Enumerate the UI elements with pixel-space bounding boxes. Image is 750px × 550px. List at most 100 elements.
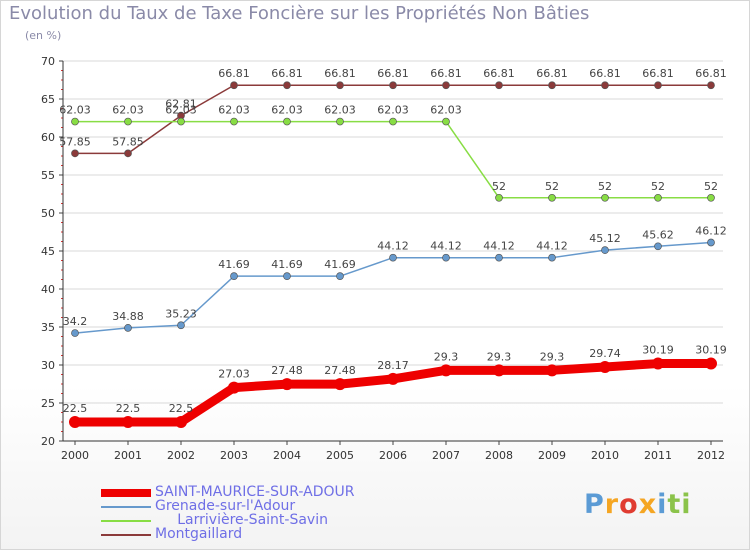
data-point (389, 81, 397, 90)
x-tick-label: 2000 (61, 449, 89, 462)
data-label: 62.03 (430, 104, 462, 117)
data-point (336, 272, 344, 281)
legend-swatch (101, 534, 151, 536)
data-point (124, 117, 132, 126)
data-label: 29.3 (487, 350, 512, 363)
data-label: 57.85 (112, 135, 144, 148)
legend-swatch (101, 506, 151, 508)
data-label: 44.12 (377, 240, 409, 253)
data-point (71, 117, 79, 126)
y-tick-label: 25 (41, 397, 55, 410)
x-tick-label: 2007 (432, 449, 460, 462)
chart-axes: 20 25 30 35 40 45 50 55 60 65 70 2000 2001 2002 2003 20… (41, 55, 725, 462)
data-label: 62.03 (112, 104, 144, 117)
data-point (283, 117, 291, 126)
data-label: 45.62 (642, 228, 674, 241)
data-point (442, 81, 450, 90)
data-point (230, 272, 238, 281)
data-point (281, 378, 293, 391)
y-tick-label: 70 (41, 55, 55, 68)
data-point (175, 416, 187, 428)
data-label: 41.69 (324, 258, 356, 271)
legend: SAINT-MAURICE-SUR-ADOUR Grenade-sur-l'Ado… (101, 484, 501, 542)
legend-swatch (101, 489, 151, 497)
data-label: 29.74 (589, 347, 621, 360)
data-point (707, 238, 715, 247)
data-label: 29.3 (540, 350, 565, 363)
data-label: 52 (651, 180, 665, 193)
data-label: 66.81 (324, 67, 356, 80)
data-label: 46.12 (695, 224, 727, 237)
data-point (283, 272, 291, 281)
x-tick-label: 2001 (114, 449, 142, 462)
data-label: 62.03 (377, 104, 409, 117)
data-point (493, 364, 505, 377)
data-label: 62.03 (218, 104, 250, 117)
data-label: 66.81 (695, 67, 727, 80)
data-point (336, 81, 344, 90)
data-point (228, 381, 240, 394)
y-tick-label: 40 (41, 283, 55, 296)
data-label: 44.12 (536, 240, 568, 253)
data-label: 66.81 (218, 67, 250, 80)
legend-label: Grenade-sur-l'Adour (155, 498, 296, 514)
data-label: 45.12 (589, 232, 621, 245)
data-label: 62.81 (165, 98, 197, 111)
data-point (495, 193, 503, 202)
data-point (389, 117, 397, 126)
data-point (654, 81, 662, 90)
data-label: 52 (598, 180, 612, 193)
data-point (548, 253, 556, 262)
data-point (652, 357, 664, 370)
data-label: 57.85 (59, 135, 91, 148)
data-label: 44.12 (430, 240, 462, 253)
data-label: 41.69 (271, 258, 303, 271)
data-point (283, 81, 291, 90)
data-point (654, 193, 662, 202)
data-label: 62.03 (59, 104, 91, 117)
data-label: 66.81 (377, 67, 409, 80)
legend-item: Larrivière-Saint-Savin (101, 512, 501, 528)
data-point (177, 117, 185, 126)
data-point (336, 117, 344, 126)
data-point (601, 81, 609, 90)
data-label: 22.5 (63, 402, 88, 415)
data-label: 41.69 (218, 258, 250, 271)
data-label: 22.5 (116, 402, 141, 415)
data-point (71, 329, 79, 337)
data-label: 34.88 (112, 310, 144, 323)
data-point (230, 81, 238, 90)
data-point (707, 81, 715, 90)
data-point (601, 193, 609, 202)
data-point (495, 253, 503, 262)
data-point (230, 117, 238, 126)
x-tick-label: 2002 (167, 449, 195, 462)
y-tick-label: 30 (41, 359, 55, 372)
data-point (334, 378, 346, 391)
y-tick-label: 20 (41, 435, 55, 448)
data-point (69, 416, 81, 428)
data-point (705, 357, 717, 370)
legend-item: SAINT-MAURICE-SUR-ADOUR (101, 484, 501, 500)
legend-label: Montgaillard (155, 526, 243, 542)
data-label: 66.81 (536, 67, 568, 80)
data-point (495, 81, 503, 90)
data-label: 35.23 (165, 307, 197, 320)
x-tick-label: 2008 (485, 449, 513, 462)
data-point (599, 360, 611, 373)
data-label: 30.19 (642, 344, 674, 357)
chart-series (69, 81, 717, 428)
x-tick-label: 2010 (591, 449, 619, 462)
data-point (601, 246, 609, 254)
data-point (442, 253, 450, 262)
data-label: 27.03 (218, 368, 250, 381)
data-point (71, 149, 79, 158)
data-label: 62.03 (165, 104, 197, 117)
data-label: 27.48 (271, 364, 303, 377)
data-point (654, 242, 662, 251)
data-point (122, 416, 134, 428)
data-point (387, 372, 399, 385)
data-point (548, 193, 556, 202)
